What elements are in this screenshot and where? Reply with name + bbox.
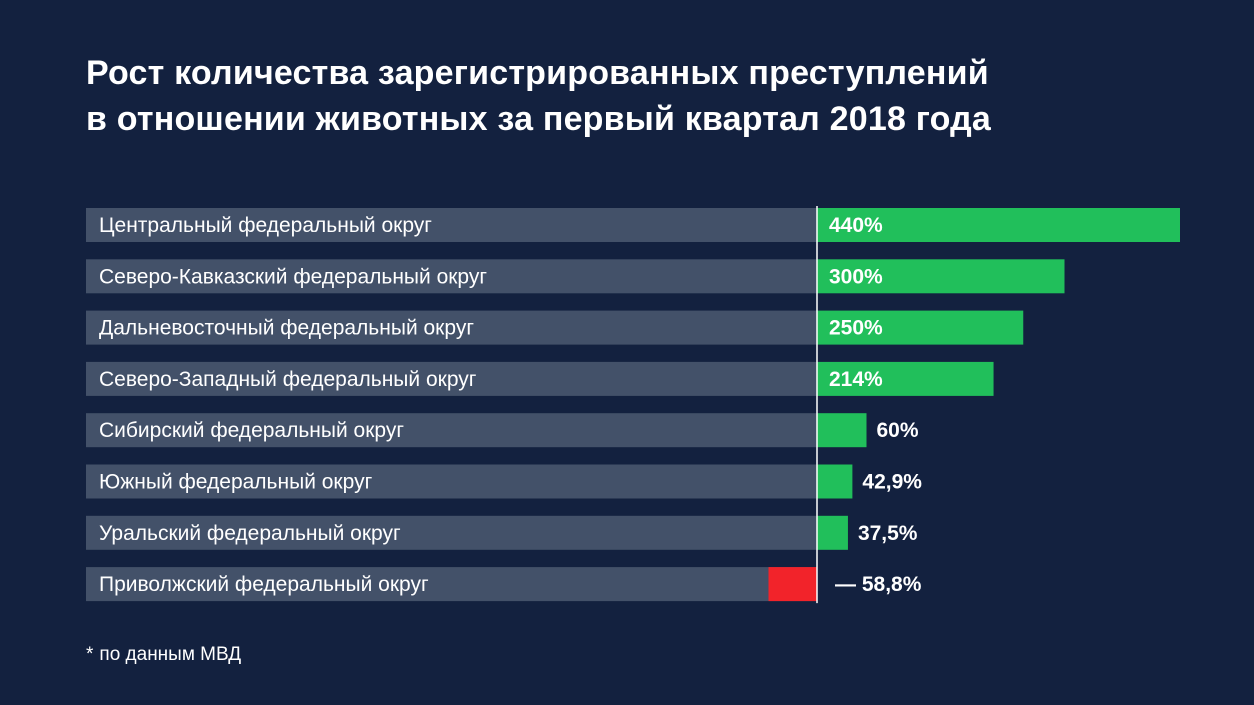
chart-title-line-1: Рост количества зарегистрированных прест… <box>86 54 989 92</box>
bar <box>817 361 994 396</box>
value-label: 60% <box>877 419 919 442</box>
category-label: Южный федеральный округ <box>99 471 373 494</box>
category-label: Приволжский федеральный округ <box>99 573 429 596</box>
category-strip <box>86 208 817 242</box>
chart-title-line-2: в отношении животных за первый квартал 2… <box>86 100 992 138</box>
bar-negative <box>768 567 817 602</box>
value-label: 37,5% <box>858 522 918 545</box>
bar <box>817 310 1024 345</box>
category-label: Центральный федеральный округ <box>99 214 432 237</box>
category-strip <box>86 259 817 294</box>
category-strip <box>86 464 817 499</box>
category-label: Северо-Западный федеральный округ <box>99 368 477 391</box>
bar <box>817 413 867 448</box>
footnote-marker: * <box>86 644 94 665</box>
footnote: * по данным МВД <box>86 643 241 667</box>
category-label: Уральский федеральный округ <box>99 522 401 545</box>
bar <box>817 208 1180 242</box>
category-label: Дальневосточный федеральный округ <box>99 317 474 340</box>
value-label: 214% <box>829 368 883 391</box>
value-label: 440% <box>829 214 883 237</box>
category-strip <box>86 361 817 396</box>
value-label: 300% <box>829 265 883 288</box>
category-strip <box>86 310 817 345</box>
value-label: 250% <box>829 317 883 340</box>
footnote-text: по данным МВД <box>99 644 242 665</box>
bar <box>817 515 848 550</box>
chart-title: Рост количества зарегистрированных прест… <box>86 50 991 142</box>
category-strip <box>86 567 817 602</box>
category-strip <box>86 515 817 550</box>
category-label: Сибирский федеральный округ <box>99 419 404 442</box>
category-strip <box>86 413 817 448</box>
bar <box>817 464 853 499</box>
value-label: — 58,8% <box>835 573 922 596</box>
value-label: 42,9% <box>862 471 922 494</box>
category-label: Северо-Кавказский федеральный округ <box>99 265 487 288</box>
bar <box>817 259 1065 294</box>
